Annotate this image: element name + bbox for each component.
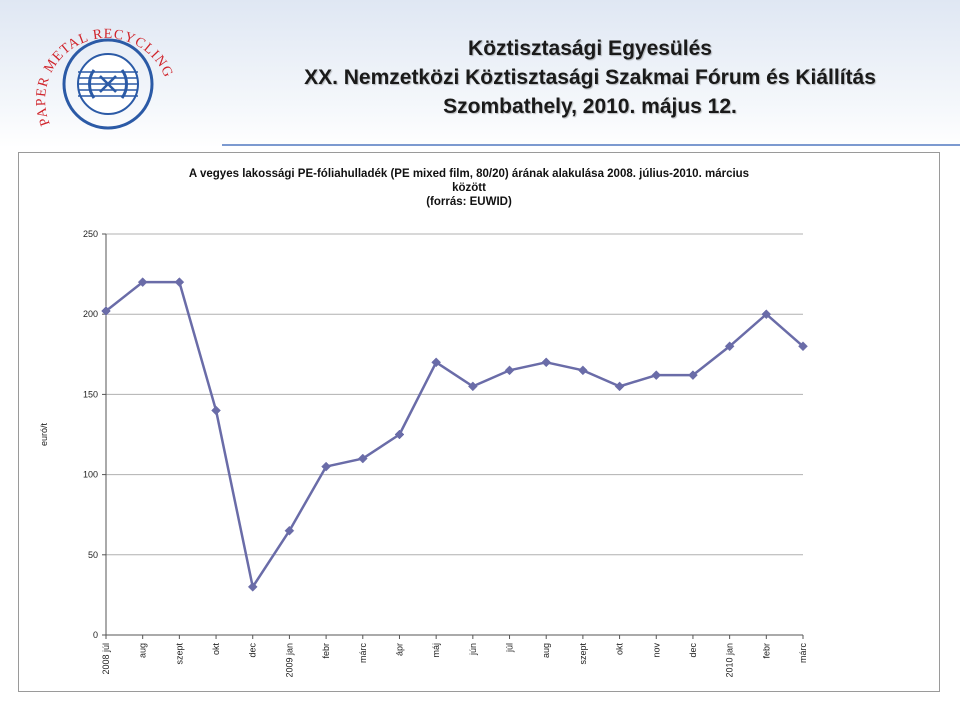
data-point [724, 341, 735, 352]
data-point [578, 365, 588, 376]
event-date-place: Szombathely, 2010. május 12. [443, 95, 737, 118]
x-tick-label: aug [138, 643, 148, 658]
x-tick-label: 2010 jan [725, 643, 735, 678]
chart-frame: A vegyes lakossági PE-fóliahulladék (PE … [18, 152, 940, 692]
x-tick-label: máj [431, 643, 441, 658]
chart-title-line-1: A vegyes lakossági PE-fóliahulladék (PE … [188, 168, 750, 180]
paper-metal-recycling-logo: PAPER METAL RECYCLING [34, 27, 175, 130]
chart-title-line-3: (forrás: EUWID) [426, 196, 512, 208]
x-tick-label: márc [798, 643, 808, 663]
y-tick-label: 200 [83, 309, 98, 319]
data-point [137, 277, 148, 287]
data-point [211, 405, 221, 416]
header-divider [222, 144, 960, 146]
event-title: XX. Nemzetközi Köztisztasági Szakmai Fór… [304, 66, 876, 89]
data-point [504, 365, 515, 376]
x-tick-label: 2008 júl [101, 643, 111, 675]
line-chart: 0 50 100 150 200 250 euró/t 2008 júl aug szept okt… [39, 229, 808, 678]
y-tick-label: 150 [83, 389, 98, 399]
data-point [798, 341, 808, 352]
x-tick-label: okt [615, 643, 625, 656]
y-axis-label: euró/t [39, 422, 49, 446]
data-point [321, 461, 331, 472]
x-tick-label: szept [578, 643, 588, 665]
data-point [651, 370, 662, 381]
x-tick-label: febr [321, 643, 331, 659]
data-point [174, 277, 185, 287]
x-tick-label: dec [688, 643, 698, 658]
chart-title: A vegyes lakossági PE-fóliahulladék (PE … [119, 167, 819, 209]
x-tick-label: ápr [394, 643, 404, 656]
x-tick-label: febr [761, 643, 771, 659]
data-point [431, 357, 442, 368]
x-tick-label: nov [651, 643, 661, 658]
y-tick-label: 250 [83, 229, 98, 239]
x-tick-label: dec [248, 643, 258, 658]
organization-title: Köztisztasági Egyesülés [468, 37, 712, 60]
data-point [101, 306, 111, 316]
data-point [247, 582, 258, 592]
x-tick-label: márc [358, 643, 368, 663]
y-tick-label: 50 [88, 550, 98, 560]
x-tick-label: jún [468, 643, 478, 656]
data-point [394, 429, 405, 440]
y-tick-label: 100 [83, 470, 98, 480]
chart-title-line-2: között [452, 182, 486, 194]
series-line [105, 280, 804, 589]
data-point [761, 309, 772, 320]
data-point [614, 381, 625, 392]
header-band [0, 0, 960, 148]
x-tick-label: szept [174, 643, 184, 665]
data-point [284, 525, 295, 536]
x-tick-label: okt [211, 643, 221, 656]
x-tick-label: 2009 jan [284, 643, 294, 678]
y-tick-label: 0 [93, 630, 98, 640]
header-text: Köztisztasági Egyesülés XX. Nemzetközi K… [240, 34, 940, 121]
data-point [467, 381, 478, 392]
x-tick-label: aug [541, 643, 551, 658]
data-point [541, 357, 552, 368]
x-tick-label: júl [505, 643, 515, 653]
data-point [357, 453, 368, 464]
data-point [688, 370, 698, 381]
